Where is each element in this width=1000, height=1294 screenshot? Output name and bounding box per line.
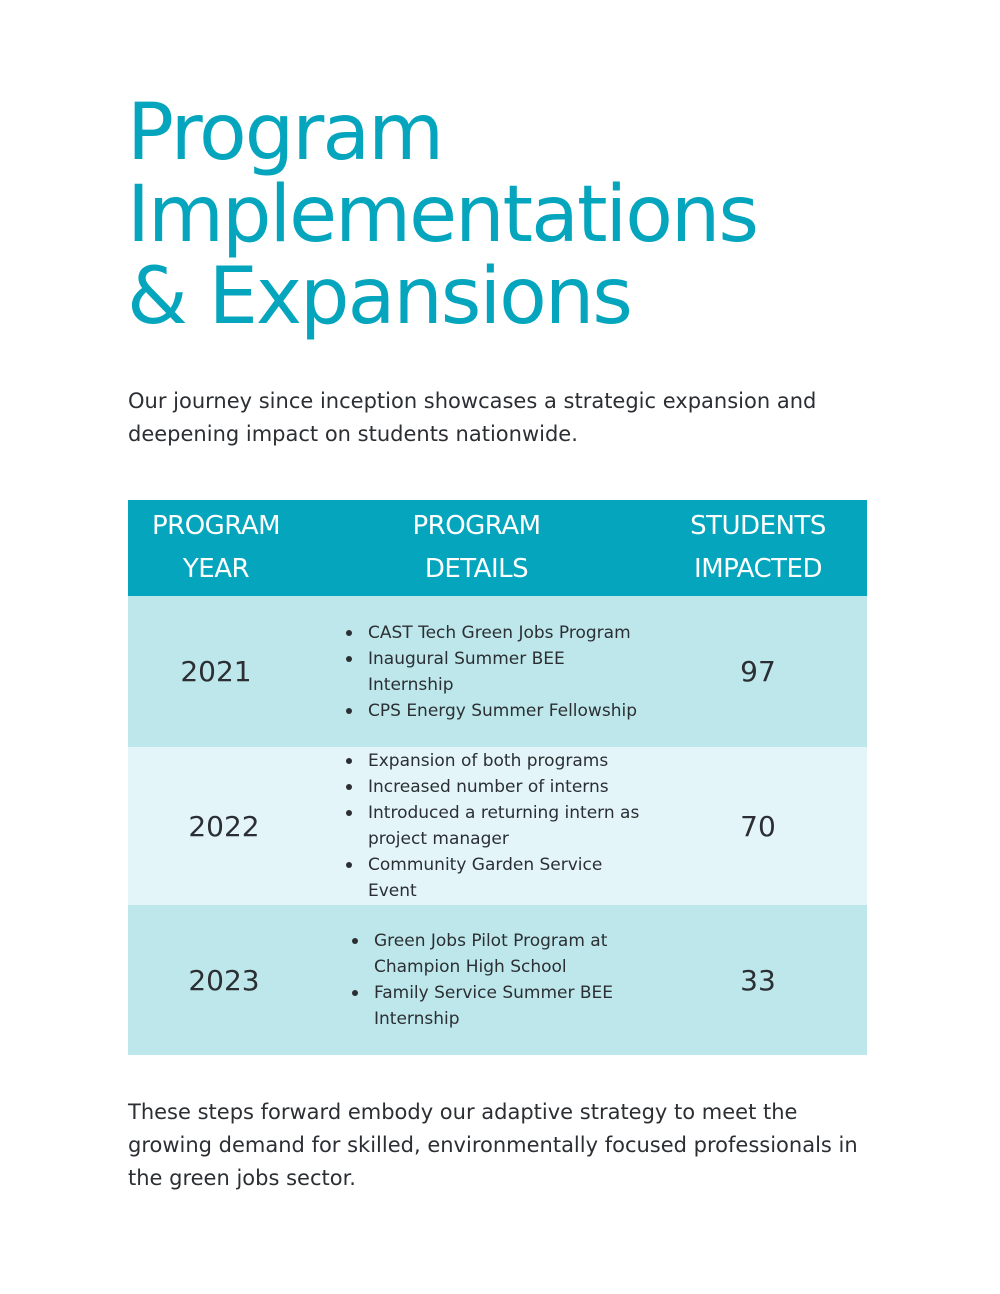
page-title-line: Program [127, 88, 444, 178]
program-details-cell: Green Jobs Pilot Program at Champion Hig… [304, 905, 649, 1055]
program-year-cell: 2021 [128, 596, 304, 747]
table-row: 2021 CAST Tech Green Jobs Program Inaugu… [128, 596, 867, 747]
header-line: IMPACTED [694, 554, 822, 584]
list-item: CPS Energy Summer Fellowship [346, 698, 649, 724]
students-impacted-cell: 33 [649, 905, 867, 1055]
table-row: 2023 Green Jobs Pilot Program at Champio… [128, 905, 867, 1055]
students-impacted-cell: 70 [649, 747, 867, 905]
closing-paragraph: These steps forward embody our adaptive … [128, 1100, 858, 1190]
list-item: Inaugural Summer BEE Internship [346, 646, 649, 698]
header-line: STUDENTS [690, 511, 826, 541]
header-line: PROGRAM [412, 511, 541, 541]
page-title-line: & Expansions [127, 252, 633, 342]
list-item: Expansion of both programs [346, 748, 649, 774]
header-line: PROGRAM [151, 511, 281, 541]
list-item: Introduced a returning intern as project… [346, 800, 649, 852]
intro-paragraph: Our journey since inception showcases a … [128, 389, 817, 446]
header-students-impacted: STUDENTS IMPACTED [649, 500, 867, 596]
table-header-row: PROGRAM YEAR PROGRAM DETAILS STUDENTS IM… [128, 500, 867, 596]
list-item: Community Garden Service Event [346, 852, 649, 904]
list-item: CAST Tech Green Jobs Program [346, 620, 649, 646]
program-details-cell: Expansion of both programs Increased num… [304, 747, 649, 905]
header-line: DETAILS [424, 554, 529, 584]
program-details-cell: CAST Tech Green Jobs Program Inaugural S… [304, 596, 649, 747]
program-table: PROGRAM YEAR PROGRAM DETAILS STUDENTS IM… [128, 500, 867, 1055]
list-item: Green Jobs Pilot Program at Champion Hig… [352, 928, 649, 980]
page-title-line: Implementations [127, 170, 759, 260]
details-list: Expansion of both programs Increased num… [304, 748, 649, 904]
header-program-details: PROGRAM DETAILS [304, 500, 649, 596]
students-impacted-cell: 97 [649, 596, 867, 747]
program-year-cell: 2023 [128, 905, 304, 1055]
page-title: Program Implementations & Expansions [127, 92, 947, 338]
header-line: YEAR [182, 554, 250, 584]
program-year-cell: 2022 [128, 747, 304, 905]
details-list: Green Jobs Pilot Program at Champion Hig… [304, 928, 649, 1032]
header-program-year: PROGRAM YEAR [128, 500, 304, 596]
list-item: Increased number of interns [346, 774, 649, 800]
list-item: Family Service Summer BEE Internship [352, 980, 649, 1032]
table-row: 2022 Expansion of both programs Increase… [128, 747, 867, 905]
details-list: CAST Tech Green Jobs Program Inaugural S… [304, 620, 649, 724]
